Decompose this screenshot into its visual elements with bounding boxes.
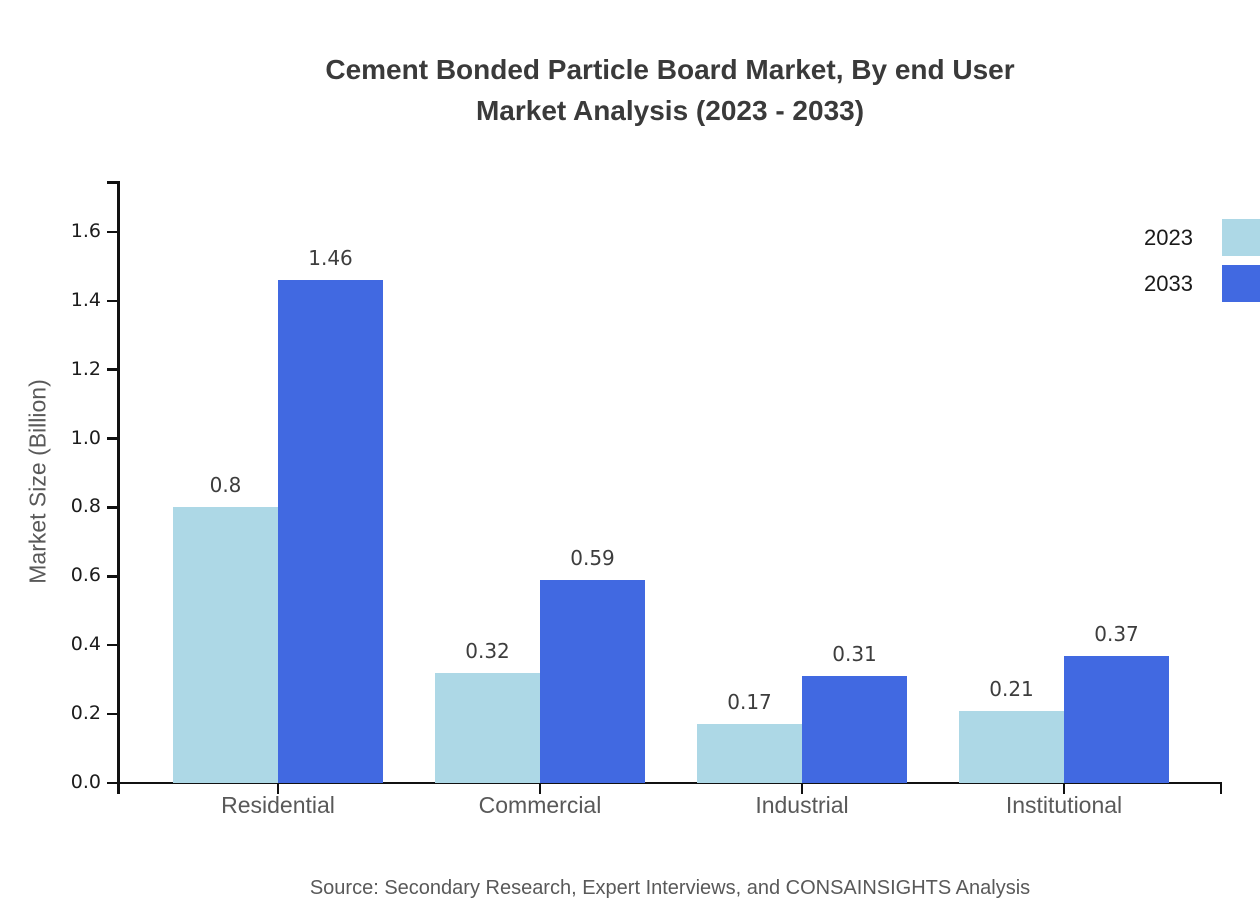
legend-label-2033: 2033 (1144, 270, 1193, 296)
y-tick-mark (107, 437, 118, 440)
bar-2023-commercial (435, 672, 540, 783)
y-tick-mark (107, 368, 118, 371)
x-category-label-residential: Residential (221, 792, 335, 818)
x-category-label-industrial: Industrial (755, 792, 849, 818)
y-tick-mark (107, 230, 118, 234)
y-tick-mark (107, 643, 118, 647)
y-tick-label: 1.0 (70, 426, 101, 449)
x-tick-mark (800, 783, 804, 794)
chart-title-line1: Cement Bonded Particle Board Market, By … (325, 54, 1015, 85)
x-axis-line (107, 781, 1222, 784)
y-axis-line (117, 181, 120, 794)
bar-2033-residential (278, 280, 383, 783)
y-tick-mark (107, 712, 118, 716)
bar-2023-institutional (959, 710, 1064, 783)
bar-value-label: 0.59 (570, 545, 615, 570)
bar-value-label: 0.37 (1094, 621, 1139, 646)
bar-2023-residential (173, 507, 278, 783)
legend: 2023 2033 (1144, 219, 1260, 302)
x-tick-mark (538, 783, 542, 794)
x-tick-mark (1062, 783, 1066, 794)
chart-title: Cement Bonded Particle Board Market, By … (118, 49, 1222, 131)
y-tick-label: 0.4 (70, 633, 101, 656)
y-tick-mark (107, 781, 118, 785)
y-tick-label: 1.2 (70, 357, 101, 380)
chart-title-line2: Market Analysis (2023 - 2033) (475, 95, 865, 126)
y-axis-top-cap-tick (107, 181, 118, 184)
y-tick-label: 1.6 (70, 219, 101, 242)
y-tick-label: 0.6 (70, 564, 101, 587)
y-tick-label: 0.0 (70, 771, 101, 793)
legend-row-2023: 2023 (1144, 219, 1260, 256)
bar-2033-industrial (802, 676, 907, 783)
y-tick-label: 0.2 (70, 702, 101, 725)
bar-2033-institutional (1064, 655, 1169, 783)
legend-label-2023: 2023 (1144, 224, 1193, 250)
x-tick-mark (276, 783, 280, 794)
y-tick-mark (107, 299, 118, 303)
bar-value-label: 1.46 (308, 246, 353, 271)
source-note: Source: Secondary Research, Expert Inter… (309, 877, 1031, 899)
bar-value-label: 0.31 (832, 642, 877, 667)
legend-row-2033: 2033 (1144, 265, 1260, 302)
legend-swatch-2033 (1222, 265, 1260, 302)
x-category-label-institutional: Institutional (1005, 792, 1123, 818)
bar-value-label: 0.8 (209, 473, 242, 498)
bar-value-label: 0.21 (989, 676, 1034, 701)
x-axis-end-tick (1219, 783, 1222, 794)
bar-value-label: 0.32 (465, 638, 510, 663)
legend-swatch-2023 (1222, 219, 1260, 256)
y-tick-label: 0.8 (70, 495, 101, 518)
x-category-label-commercial: Commercial (478, 792, 602, 818)
bar-value-label: 0.17 (727, 690, 772, 715)
bar-2033-commercial (540, 579, 645, 783)
y-tick-mark (107, 506, 118, 509)
y-tick-mark (107, 575, 118, 578)
y-tick-label: 1.4 (70, 288, 101, 311)
bar-2023-industrial (697, 724, 802, 783)
